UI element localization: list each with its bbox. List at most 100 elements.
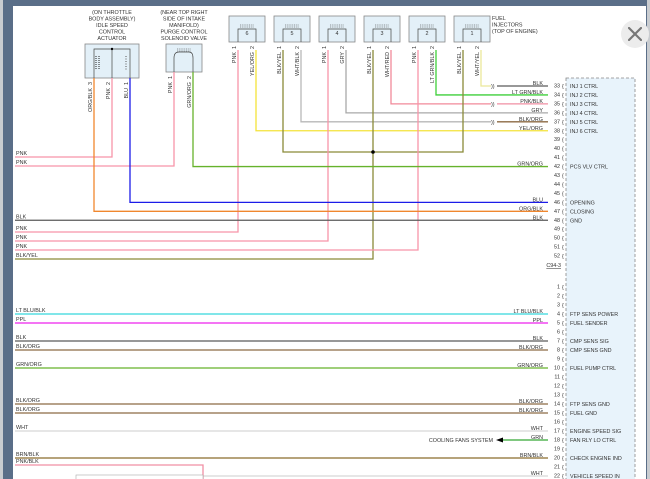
pin-number: 33	[554, 84, 560, 90]
pin-terminal-icon: {	[562, 447, 564, 453]
wire	[192, 72, 548, 168]
coil-icon	[330, 24, 344, 28]
wire-color-label: GRN	[531, 435, 543, 441]
circuit-label: CHECK ENGINE IND	[570, 456, 622, 462]
pin-terminal-icon: {	[562, 384, 564, 390]
purge-valve-title: (NEAR TOP RIGHT	[160, 10, 208, 16]
splice-dot	[371, 150, 375, 154]
pin-number: 4	[557, 312, 560, 318]
pin-number: 15	[554, 411, 560, 417]
pin-number: 19	[554, 447, 560, 453]
pin-number: 10	[554, 366, 560, 372]
pin-number: 44	[554, 182, 560, 188]
pin-terminal-icon: {	[562, 218, 564, 224]
fuel-injector-box	[363, 15, 401, 43]
pin-number: 16	[554, 420, 560, 426]
pin-number: 7	[557, 339, 560, 345]
wire	[345, 50, 548, 114]
pin-terminal-icon: {	[562, 111, 564, 117]
pin-number: 47	[554, 209, 560, 215]
wire	[390, 50, 491, 105]
pin-terminal-icon: {	[562, 456, 564, 462]
inline-connector-icon: ))	[491, 120, 495, 126]
wire-color-label: BLK	[533, 215, 544, 221]
wire-color-label: BLK/YEL	[457, 52, 463, 74]
pin-terminal-icon: {	[562, 156, 564, 162]
left-wire-label: PNK	[16, 151, 27, 157]
connector-name: C94-3	[546, 263, 561, 269]
pin-number: 43	[554, 173, 560, 179]
injector-number: 2	[426, 31, 429, 37]
pin-terminal-icon: {	[562, 366, 564, 372]
wire-color-label: PNK/BLK	[520, 99, 543, 105]
pin-number: 3	[88, 82, 94, 85]
wire	[255, 50, 548, 132]
pin-terminal-icon: {	[562, 420, 564, 426]
purge-internal	[173, 51, 194, 72]
injector-number: 6	[246, 31, 249, 37]
pin-terminal-icon: {	[562, 182, 564, 188]
wire	[93, 78, 548, 212]
pin-number: 35	[554, 101, 560, 107]
wire-color-label: PNK	[412, 52, 418, 63]
pin-terminal-icon: {	[562, 120, 564, 126]
wire-color-label: BLK/YEL	[277, 52, 283, 74]
wire-color-label: BLU	[533, 197, 544, 203]
wire-color-label: PNK	[322, 52, 328, 63]
circuit-label: INJ 3 CTRL	[570, 102, 598, 108]
pin-number: 2	[430, 46, 436, 49]
pin-number: 1	[412, 46, 418, 49]
pin-number: 11	[554, 375, 560, 381]
left-wire-label: PNK	[16, 160, 27, 166]
pin-number: 3	[557, 303, 560, 309]
wire-color-label: ORG/BLK	[88, 88, 94, 112]
injectors-title: FUEL	[492, 16, 506, 22]
left-wire-label: PNK	[16, 235, 27, 241]
pin-terminal-icon: {	[562, 438, 564, 444]
circuit-label: CMP SENS GND	[570, 348, 612, 354]
circuit-label: CLOSING	[570, 209, 594, 215]
pin-number: 2	[557, 294, 560, 300]
pin-number: 2	[106, 82, 112, 85]
coil-icon	[240, 24, 254, 28]
wire-color-label: WHT/RED	[385, 52, 391, 77]
inline-connector-icon: ))	[491, 102, 495, 108]
wire-color-label: WHT/BLK	[295, 52, 301, 76]
pin-terminal-icon: {	[562, 375, 564, 381]
wire	[15, 78, 113, 158]
circuit-label: FAN RLY LO CTRL	[570, 438, 616, 444]
circuit-label: FUEL GND	[570, 411, 597, 417]
wire-color-label: GRN/ORG	[187, 82, 193, 108]
pin-terminal-icon: {	[562, 227, 564, 233]
pin-number: 13	[554, 393, 560, 399]
pin-number: 50	[554, 236, 560, 242]
pin-number: 36	[554, 110, 560, 116]
pin-number: 2	[340, 46, 346, 49]
pin-terminal-icon: {	[562, 209, 564, 215]
circuit-label: FUEL SENDER	[570, 321, 608, 327]
pin-terminal-icon: {	[562, 411, 564, 417]
left-wire-label: GRN/ORG	[16, 362, 42, 368]
iac-title: (ON THROTTLE	[92, 10, 132, 16]
wire-color-label: WHT	[531, 471, 544, 477]
wire-color-label: WHT	[531, 426, 544, 432]
pin-terminal-icon: {	[562, 312, 564, 318]
pin-number: 1	[168, 76, 174, 79]
pin-number: 1	[557, 285, 560, 291]
coil-icon	[420, 24, 434, 28]
circuit-label: OPENING	[570, 200, 595, 206]
injectors-title: INJECTORS	[492, 23, 523, 29]
left-wire-label: PNK/BLK	[16, 459, 39, 465]
pin-number: 51	[554, 245, 560, 251]
circuit-label: FUEL PUMP CTRL	[570, 366, 616, 372]
wire	[15, 50, 419, 251]
pin-number: 38	[554, 128, 560, 134]
close-button[interactable]	[621, 20, 649, 48]
pin-number: 39	[554, 137, 560, 143]
purge-valve-box	[165, 43, 203, 73]
wire	[15, 50, 329, 242]
iac-title: BODY ASSEMBLY)	[89, 17, 136, 23]
left-wire-label: PNK	[16, 244, 27, 250]
pin-terminal-icon: {	[562, 165, 564, 171]
left-wire-label: BLK	[16, 214, 27, 220]
